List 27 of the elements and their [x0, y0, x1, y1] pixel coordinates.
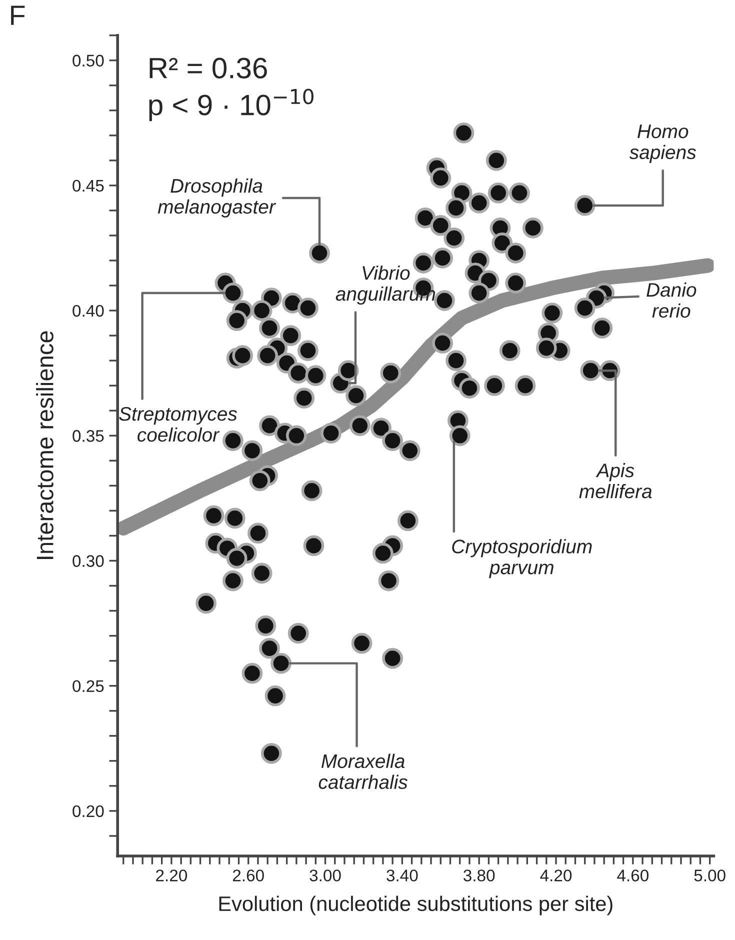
y-tick-label: 0.20	[72, 805, 104, 818]
annotation: Drosophila melanogaster	[158, 178, 276, 218]
x-tick-label: 5.00	[694, 870, 726, 882]
y-tick-label: 0.25	[72, 680, 104, 692]
annotation: Danio rerio	[646, 282, 696, 318]
x-tick-label: 3.80	[464, 870, 495, 882]
annotation: Apis mellifera	[579, 463, 652, 498]
y-tick-label: 0.45	[72, 180, 104, 192]
annotation: Moraxella catarrhalis	[318, 754, 408, 790]
y-tick-label: 0.35	[72, 430, 104, 442]
x-tick-label: 4.20	[540, 870, 572, 882]
annotation: p < 9 · 10$^{−10}$	[149, 88, 314, 122]
annotation: Streptomyces coelicolor	[119, 407, 238, 442]
y-tick-label: 0.40	[72, 304, 104, 317]
y-tick-label: 0.30	[72, 555, 104, 567]
x-tick-label: 3.40	[386, 870, 418, 882]
annotation: Homo sapiens	[629, 124, 696, 164]
x-tick-label: 2.60	[232, 870, 264, 882]
y-axis-title: Interactome resilience	[36, 331, 54, 559]
y-tick-label: 0.50	[72, 54, 104, 67]
x-axis-title: Evolution (nucleotide substitutions per site)	[219, 896, 612, 916]
annotation: Cryptosporidium parvum	[452, 539, 592, 578]
annotation: R² = 0.36	[150, 58, 267, 78]
x-tick-label: 2.20	[156, 870, 188, 882]
text: F	[11, 6, 25, 25]
x-tick-label: 4.60	[617, 870, 648, 882]
x-tick-label: 3.00	[310, 870, 341, 882]
